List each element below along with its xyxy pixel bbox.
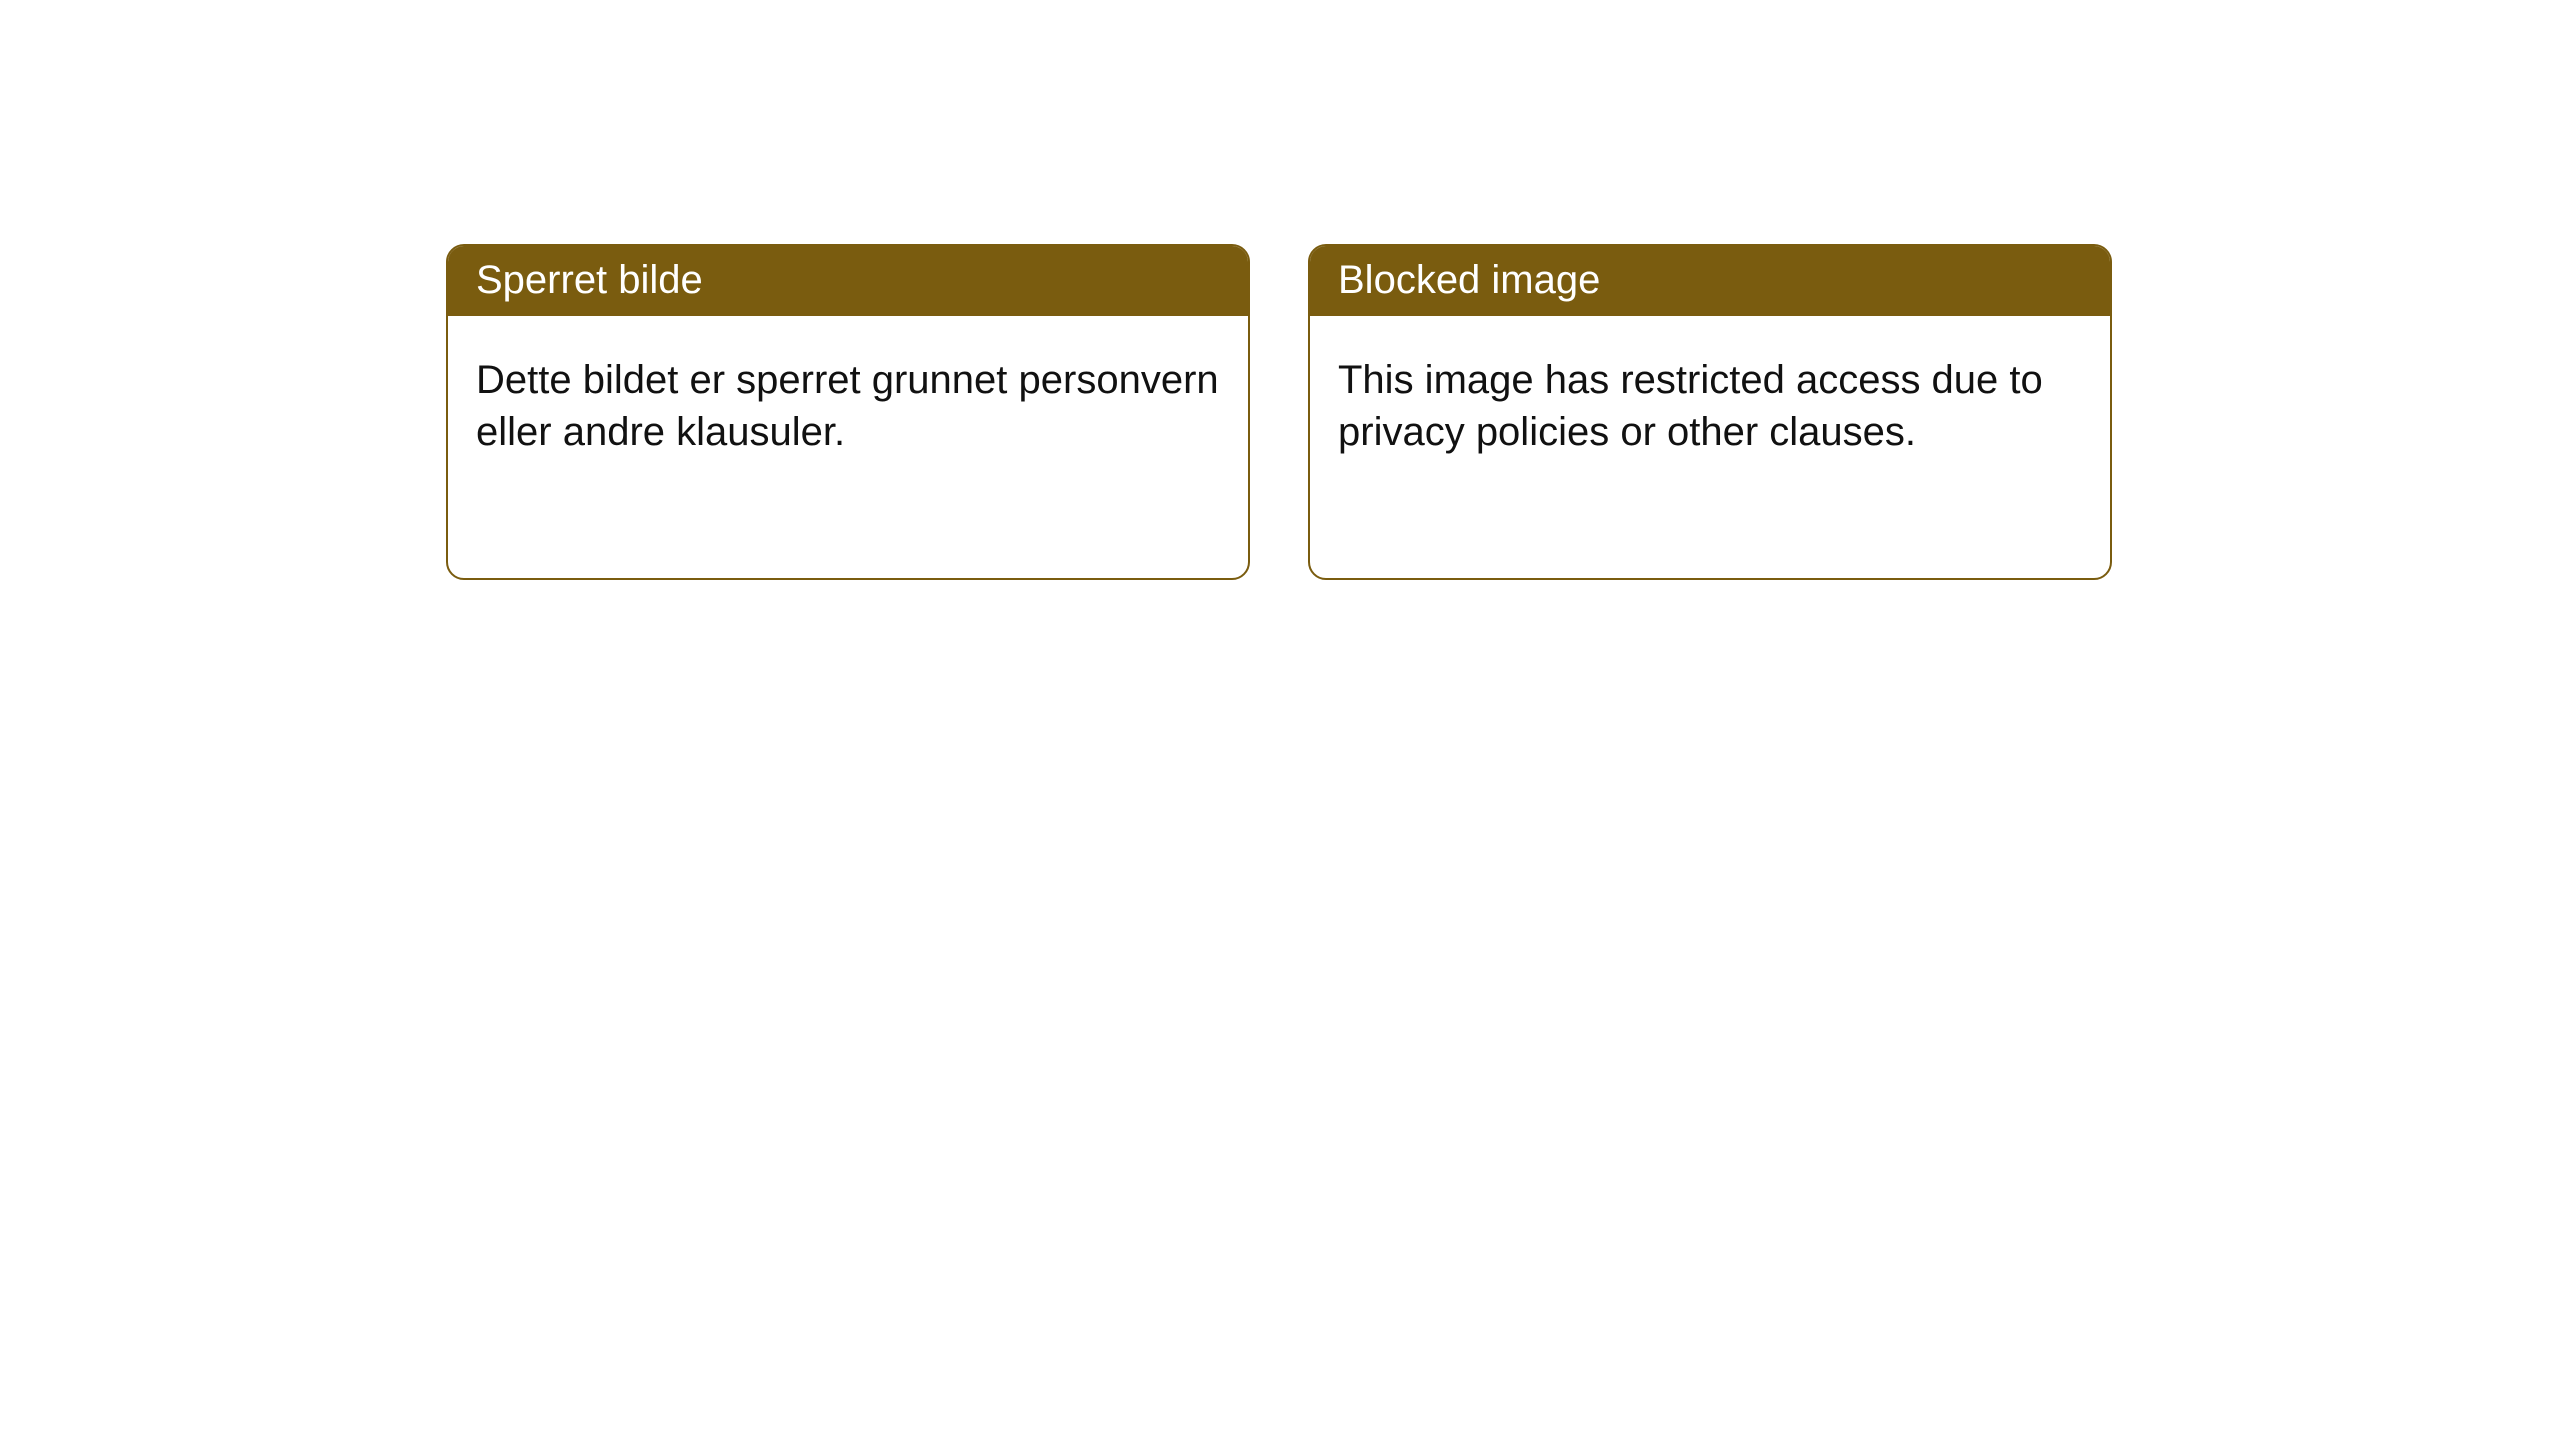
card-header-english: Blocked image — [1310, 246, 2110, 316]
blocked-image-card-english: Blocked image This image has restricted … — [1308, 244, 2112, 580]
blocked-image-card-norwegian: Sperret bilde Dette bildet er sperret gr… — [446, 244, 1250, 580]
card-header-norwegian: Sperret bilde — [448, 246, 1248, 316]
notice-container: Sperret bilde Dette bildet er sperret gr… — [0, 0, 2560, 580]
card-body-english: This image has restricted access due to … — [1310, 316, 2110, 496]
card-body-norwegian: Dette bildet er sperret grunnet personve… — [448, 316, 1248, 496]
